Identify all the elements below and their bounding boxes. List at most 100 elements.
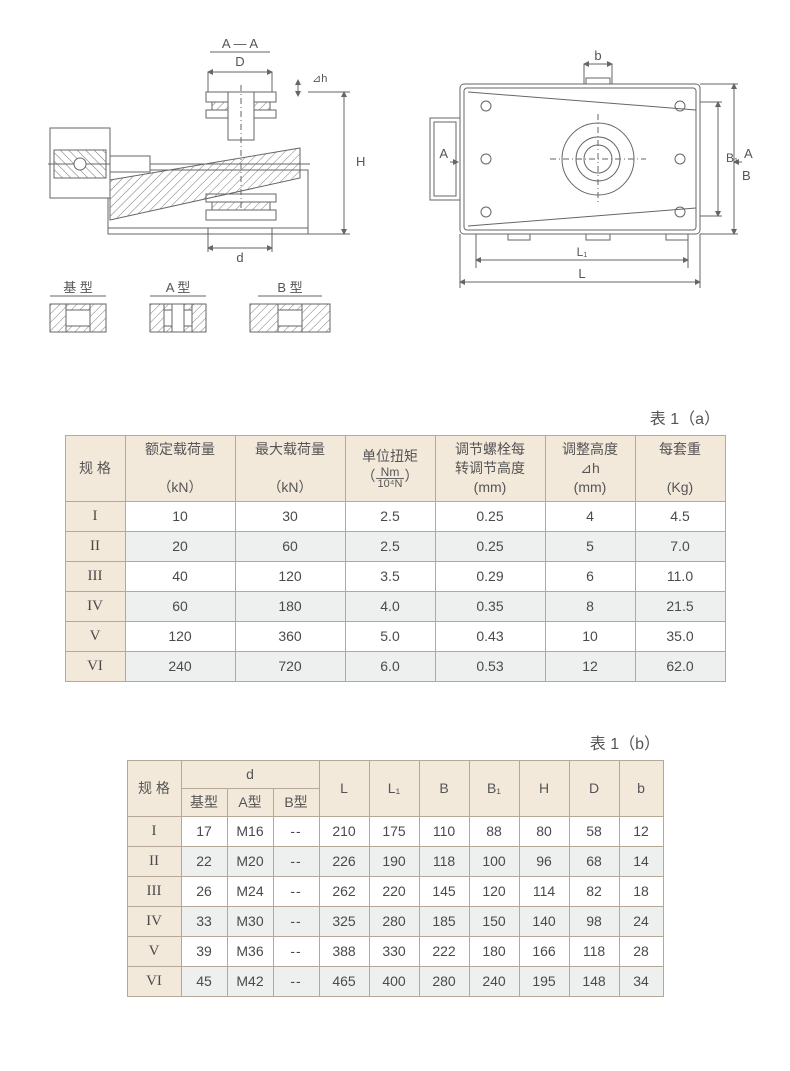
label-d: d [236, 250, 243, 265]
cell-torque: 3.5 [345, 561, 435, 591]
cell-per-rev: 0.25 [435, 531, 545, 561]
th2-D: D [569, 760, 619, 816]
cell-L1: 190 [369, 846, 419, 876]
cell-rated: 40 [125, 561, 235, 591]
cell-d-base: 33 [181, 906, 227, 936]
cell-L: 262 [319, 876, 369, 906]
cell-D: 118 [569, 936, 619, 966]
cell-H: 140 [519, 906, 569, 936]
cell-d-A: M36 [227, 936, 273, 966]
cell-B: 185 [419, 906, 469, 936]
cell-d-B: -- [273, 846, 319, 876]
cell-spec: IV [127, 906, 181, 936]
cell-spec: I [65, 501, 125, 531]
cell-B1: 180 [469, 936, 519, 966]
label-delta-h: ⊿h [312, 73, 327, 85]
cell-d-B: -- [273, 936, 319, 966]
cell-weight: 62.0 [635, 651, 725, 681]
table-1b: 规 格 d L L₁ B B₁ H D b 基型 A型 B型 I17M16--2… [127, 760, 664, 997]
cell-L1: 400 [369, 966, 419, 996]
table-row: II20602.50.2557.0 [65, 531, 725, 561]
cell-H: 80 [519, 816, 569, 846]
cell-L: 226 [319, 846, 369, 876]
th2-H: H [519, 760, 569, 816]
cell-adj-h: 4 [545, 501, 635, 531]
table-row: II22M20--226190118100966814 [127, 846, 663, 876]
cell-d-A: M20 [227, 846, 273, 876]
cell-d-A: M42 [227, 966, 273, 996]
cell-L: 325 [319, 906, 369, 936]
table-row: V39M36--38833022218016611828 [127, 936, 663, 966]
cell-L: 210 [319, 816, 369, 846]
th2-d-group: d [181, 760, 319, 788]
th2-d-B: B型 [273, 788, 319, 816]
cell-adj-h: 10 [545, 621, 635, 651]
label-H: H [356, 154, 365, 169]
cell-B: 110 [419, 816, 469, 846]
table-row: IV33M30--3252801851501409824 [127, 906, 663, 936]
cell-b: 14 [619, 846, 663, 876]
th2-B1: B₁ [469, 760, 519, 816]
table-row: VI45M42--46540028024019514834 [127, 966, 663, 996]
cell-max: 120 [235, 561, 345, 591]
cell-d-base: 26 [181, 876, 227, 906]
technical-drawing: A — A D ⊿h [30, 20, 760, 350]
cell-B: 118 [419, 846, 469, 876]
table-row: I10302.50.2544.5 [65, 501, 725, 531]
cell-L1: 175 [369, 816, 419, 846]
cell-torque: 6.0 [345, 651, 435, 681]
cell-rated: 240 [125, 651, 235, 681]
cell-torque: 5.0 [345, 621, 435, 651]
cell-B1: 100 [469, 846, 519, 876]
cell-spec: III [127, 876, 181, 906]
label-section: A — A [222, 36, 258, 51]
cell-max: 360 [235, 621, 345, 651]
cell-per-rev: 0.53 [435, 651, 545, 681]
cell-H: 114 [519, 876, 569, 906]
cell-adj-h: 5 [545, 531, 635, 561]
cell-rated: 20 [125, 531, 235, 561]
cell-rated: 120 [125, 621, 235, 651]
cell-D: 68 [569, 846, 619, 876]
cell-B: 145 [419, 876, 469, 906]
cell-weight: 35.0 [635, 621, 725, 651]
th2-B: B [419, 760, 469, 816]
cell-B1: 240 [469, 966, 519, 996]
cell-max: 180 [235, 591, 345, 621]
label-L1: L₁ [577, 245, 588, 259]
cell-b: 28 [619, 936, 663, 966]
label-L: L [578, 266, 585, 281]
cell-per-rev: 0.43 [435, 621, 545, 651]
cell-weight: 7.0 [635, 531, 725, 561]
label-type-A: A 型 [166, 280, 191, 295]
cell-d-base: 39 [181, 936, 227, 966]
label-A-left: A [439, 146, 448, 161]
cell-d-B: -- [273, 966, 319, 996]
cell-D: 58 [569, 816, 619, 846]
label-B: B [742, 168, 751, 183]
type-swatches: 基 型 A 型 [50, 280, 330, 332]
th2-d-base: 基型 [181, 788, 227, 816]
table1-caption: 表 1（a） [30, 405, 760, 429]
cell-D: 98 [569, 906, 619, 936]
table-row: V1203605.00.431035.0 [65, 621, 725, 651]
cell-L1: 220 [369, 876, 419, 906]
th2-bb: b [619, 760, 663, 816]
table-row: VI2407206.00.531262.0 [65, 651, 725, 681]
plan-view: b [430, 48, 753, 288]
section-view: A — A D ⊿h [48, 36, 365, 265]
cell-B: 222 [419, 936, 469, 966]
cell-D: 82 [569, 876, 619, 906]
cell-spec: II [127, 846, 181, 876]
th2-L1: L₁ [369, 760, 419, 816]
cell-d-base: 22 [181, 846, 227, 876]
cell-b: 12 [619, 816, 663, 846]
cell-spec: III [65, 561, 125, 591]
table2-caption: 表 1（b） [30, 730, 760, 754]
cell-H: 195 [519, 966, 569, 996]
table1-body: I10302.50.2544.5II20602.50.2557.0III4012… [65, 501, 725, 681]
cell-d-base: 45 [181, 966, 227, 996]
cell-B1: 120 [469, 876, 519, 906]
label-b: b [594, 48, 601, 63]
cell-torque: 4.0 [345, 591, 435, 621]
